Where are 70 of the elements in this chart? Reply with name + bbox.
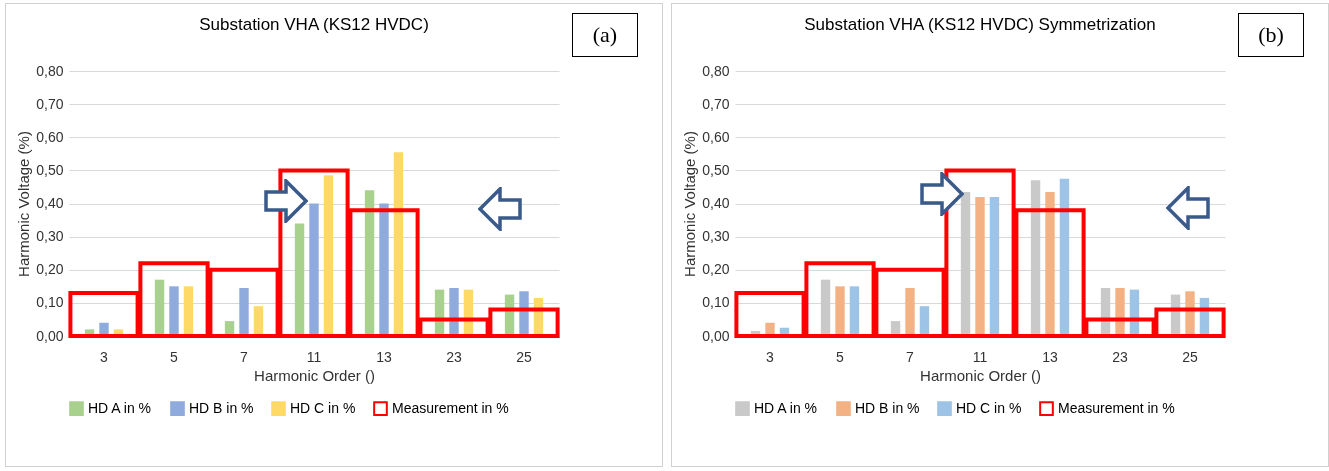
y-tick-label: 0,80 (36, 62, 64, 79)
x-tick-label: 25 (1182, 348, 1198, 365)
y-tick-label: 0,10 (702, 294, 730, 311)
legend-label: HD A in % (88, 399, 152, 416)
y-tick-label: 0,20 (36, 261, 64, 278)
bar (1030, 180, 1041, 336)
legend-label: HD C in % (956, 399, 1022, 416)
x-tick-label: 13 (1042, 348, 1058, 365)
y-tick-label: 0,30 (702, 228, 730, 245)
y-tick-label: 0,80 (702, 62, 730, 79)
bar (169, 286, 179, 336)
y-tick-label: 0,10 (36, 294, 64, 311)
bar (154, 279, 165, 336)
text: (b) (1238, 13, 1304, 57)
bar (960, 191, 971, 336)
bar (309, 203, 319, 336)
y-tick-label: 0,30 (36, 228, 64, 245)
y-axis-title: Harmonic Voltage (%) (15, 131, 33, 277)
x-tick-label: 11 (972, 348, 988, 365)
legend-label: HD B in % (189, 399, 254, 416)
x-tick-label: 5 (836, 348, 845, 365)
bar (849, 286, 860, 336)
x-tick-label: 11 (306, 348, 322, 365)
chart-title: Substation VHA (KS12 HVDC) Symmetrization (804, 15, 1156, 34)
y-tick-label: 0,40 (36, 195, 64, 211)
x-tick-label: 25 (516, 348, 532, 365)
x-tick-label: 23 (446, 348, 462, 365)
bar (919, 306, 930, 336)
bar (975, 196, 985, 336)
bar (294, 223, 305, 336)
x-tick-label: 13 (376, 348, 392, 365)
legend-label: HD A in % (754, 399, 818, 416)
bar (905, 287, 915, 336)
x-tick-label: 7 (240, 348, 249, 365)
x-tick-label: 3 (766, 348, 775, 365)
x-axis-title: Harmonic Order () (254, 366, 375, 384)
chart-title: Substation VHA (KS12 HVDC) (199, 15, 429, 34)
bar (393, 152, 404, 336)
y-tick-label: 0,50 (36, 161, 64, 178)
y-axis-title: Harmonic Voltage (%) (681, 131, 699, 277)
y-tick-label: 0,20 (702, 261, 730, 278)
bar (239, 287, 249, 336)
y-tick-label: 0,60 (36, 128, 64, 145)
bar (183, 286, 194, 336)
bar (820, 279, 831, 336)
y-tick-label: 0,70 (702, 95, 730, 112)
legend-label: HD B in % (855, 399, 920, 416)
x-tick-label: 7 (906, 348, 915, 365)
y-tick-label: 0,40 (702, 195, 730, 211)
text: (a) (572, 13, 638, 57)
y-tick-label: 0,60 (702, 128, 730, 145)
bar (989, 196, 1000, 336)
y-tick-label: 0,70 (36, 95, 64, 112)
bar (835, 286, 845, 336)
x-tick-label: 5 (170, 348, 179, 365)
x-tick-label: 3 (100, 348, 109, 365)
bar (253, 306, 264, 336)
y-tick-label: 0,50 (702, 161, 730, 178)
legend-label: HD C in % (290, 399, 356, 416)
x-axis-title: Harmonic Order () (920, 366, 1041, 384)
bar (323, 175, 334, 336)
bar (379, 203, 389, 336)
bar (1045, 191, 1055, 336)
legend-label: Measurement in % (1058, 399, 1175, 416)
bar (1059, 178, 1070, 336)
y-tick-label: 0,00 (36, 327, 64, 344)
y-tick-label: 0,00 (702, 327, 730, 344)
legend-label: Measurement in % (392, 399, 509, 416)
bar (364, 190, 375, 336)
x-tick-label: 23 (1112, 348, 1128, 365)
